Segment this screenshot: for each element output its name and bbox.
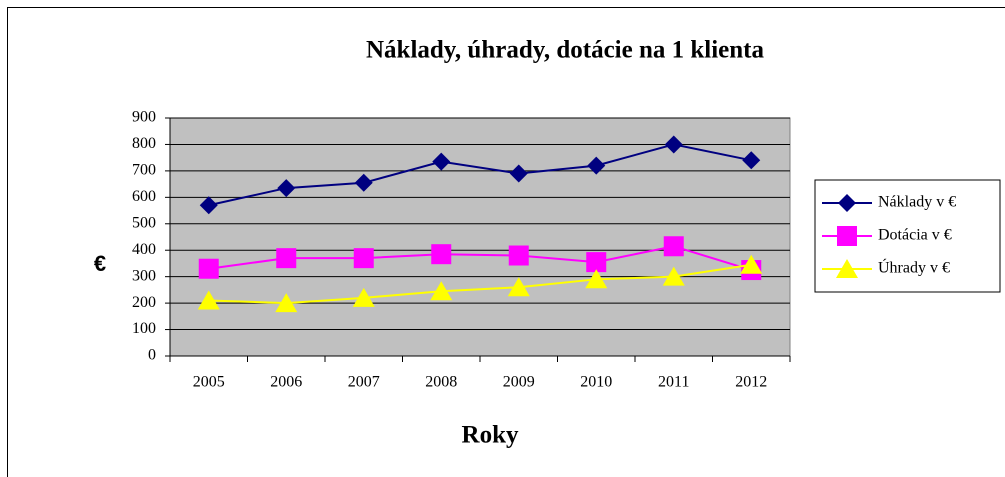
plot-area xyxy=(169,117,791,357)
y-tick-label: 800 xyxy=(132,135,156,152)
legend-label: Náklady v € xyxy=(878,194,956,211)
marker xyxy=(354,173,373,192)
x-tick-label: 2012 xyxy=(735,374,767,391)
marker xyxy=(663,236,684,257)
marker xyxy=(585,269,608,289)
marker xyxy=(509,164,528,183)
y-tick-label: 300 xyxy=(132,267,156,284)
marker xyxy=(197,290,220,310)
marker xyxy=(664,135,683,154)
y-tick-label: 900 xyxy=(132,109,156,126)
marker xyxy=(431,244,452,265)
marker xyxy=(353,248,374,269)
series-line xyxy=(208,245,752,272)
marker xyxy=(276,248,297,269)
x-tick-label: 2009 xyxy=(503,374,535,391)
marker xyxy=(507,277,530,297)
chart-title: Náklady, úhrady, dotácie na 1 klienta xyxy=(366,37,764,64)
series-line xyxy=(208,143,752,207)
marker xyxy=(586,252,607,273)
y-tick-label: 700 xyxy=(132,162,156,179)
x-tick-label: 2011 xyxy=(658,374,689,391)
y-axis-title: € xyxy=(94,251,106,276)
marker xyxy=(742,151,761,170)
x-tick-label: 2006 xyxy=(270,374,302,391)
x-tick-label: 2008 xyxy=(425,374,457,391)
x-tick-label: 2005 xyxy=(193,374,225,391)
x-tick-label: 2010 xyxy=(580,374,612,391)
marker xyxy=(275,293,298,313)
marker xyxy=(432,152,451,171)
y-tick-label: 200 xyxy=(132,294,156,311)
y-tick-label: 500 xyxy=(132,214,156,231)
marker xyxy=(508,245,529,266)
marker xyxy=(587,156,606,175)
legend-label: Úhrady v € xyxy=(878,258,950,277)
marker xyxy=(837,226,857,246)
marker xyxy=(836,259,858,278)
marker xyxy=(199,196,218,215)
marker xyxy=(198,258,219,279)
y-tick-label: 100 xyxy=(132,320,156,337)
legend-label: Dotácia v € xyxy=(878,227,952,244)
y-tick-label: 600 xyxy=(132,188,156,205)
marker xyxy=(430,281,453,301)
y-tick-label: 400 xyxy=(132,241,156,258)
x-tick-label: 2007 xyxy=(348,374,380,391)
y-tick-label: 0 xyxy=(148,347,156,364)
marker xyxy=(838,194,856,212)
marker xyxy=(740,254,763,274)
x-axis-title: Roky xyxy=(462,422,519,449)
marker xyxy=(662,266,685,286)
marker xyxy=(277,179,296,198)
series-line xyxy=(208,263,752,305)
marker xyxy=(352,287,375,307)
